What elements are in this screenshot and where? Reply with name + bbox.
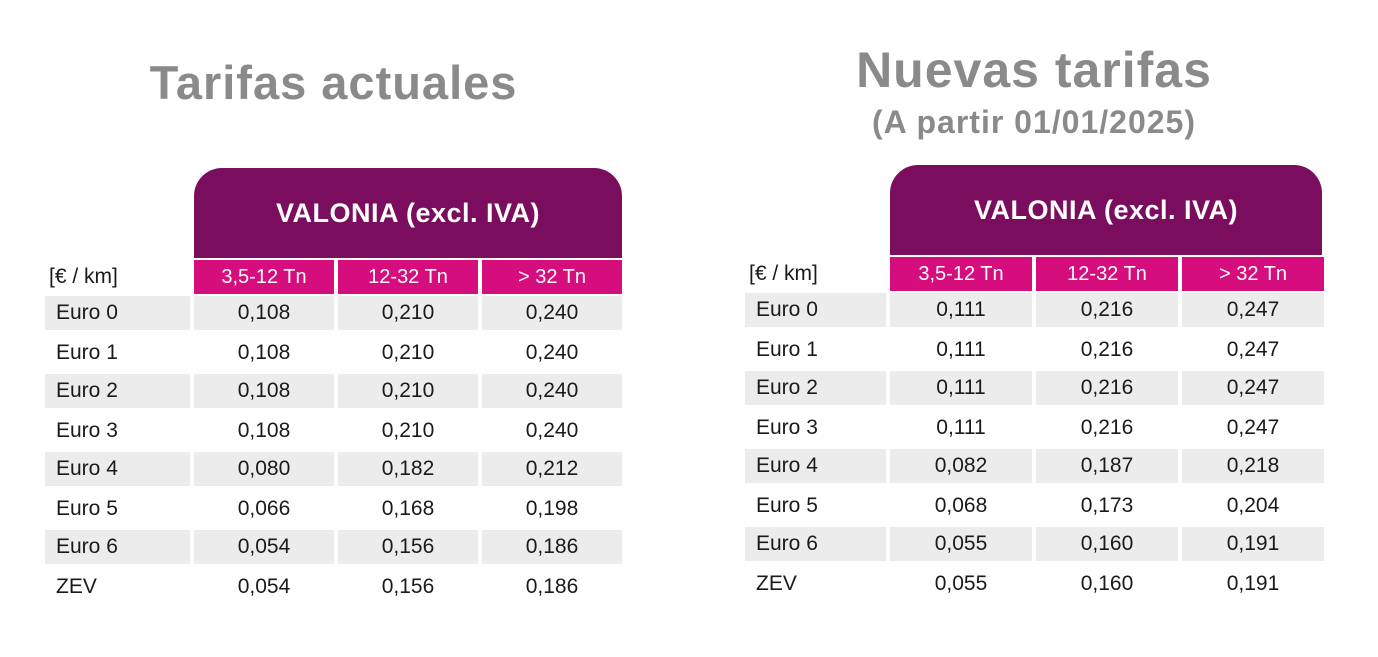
table-cell: 0,156 [381, 574, 435, 598]
row-label: Euro 4 [45, 450, 190, 489]
table-cell: 0,156 [338, 528, 478, 567]
table-cell: 0,191 [1226, 571, 1280, 595]
column-header-weight-3: > 32 Tn [1182, 257, 1324, 291]
table-cell: 0,055 [890, 525, 1032, 564]
table-cell: 0,168 [381, 496, 435, 520]
row-label: Euro 4 [745, 447, 886, 486]
table-cell: 0,160 [1080, 571, 1134, 595]
tariff-grid: [€ / km] 3,5-12 Tn 12-32 Tn > 32 Tn Euro… [45, 260, 622, 606]
table-cell: 0,108 [194, 372, 334, 411]
new-tariffs-table: VALONIA (excl. IVA) [€ / km] 3,5-12 Tn 1… [745, 165, 1324, 603]
table-cell: 0,186 [525, 574, 579, 598]
table-cell: 0,216 [1036, 369, 1178, 408]
row-label: Euro 5 [56, 496, 118, 520]
row-label: ZEV [56, 574, 97, 598]
tariff-grid: [€ / km] 3,5-12 Tn 12-32 Tn > 32 Tn Euro… [745, 257, 1324, 603]
column-header-weight-2: 12-32 Tn [1036, 257, 1178, 291]
table-cell: 0,187 [1036, 447, 1178, 486]
table-cell: 0,216 [1080, 337, 1134, 361]
table-cell: 0,218 [1182, 447, 1324, 486]
table-cell: 0,160 [1036, 525, 1178, 564]
table-cell: 0,108 [237, 340, 291, 364]
table-cell: 0,054 [194, 528, 334, 567]
region-header-valonia: VALONIA (excl. IVA) [194, 168, 622, 258]
table-cell: 0,108 [237, 418, 291, 442]
table-cell: 0,216 [1080, 415, 1134, 439]
table-cell: 0,080 [194, 450, 334, 489]
column-header-weight-1: 3,5-12 Tn [890, 257, 1032, 291]
table-cell: 0,240 [482, 294, 622, 333]
table-cell: 0,247 [1182, 291, 1324, 330]
table-cell: 0,068 [934, 493, 988, 517]
row-label: Euro 0 [745, 291, 886, 330]
table-cell: 0,055 [934, 571, 988, 595]
region-header-valonia: VALONIA (excl. IVA) [890, 165, 1322, 255]
table-cell: 0,182 [338, 450, 478, 489]
table-cell: 0,240 [525, 418, 579, 442]
row-label: Euro 2 [45, 372, 190, 411]
table-cell: 0,210 [338, 372, 478, 411]
row-label: Euro 6 [45, 528, 190, 567]
current-tariffs-table: VALONIA (excl. IVA) [€ / km] 3,5-12 Tn 1… [45, 168, 622, 606]
table-cell: 0,247 [1226, 337, 1280, 361]
table-cell: 0,210 [381, 418, 435, 442]
unit-label: [€ / km] [49, 265, 118, 288]
table-cell: 0,111 [890, 369, 1032, 408]
table-cell: 0,240 [482, 372, 622, 411]
table-cell: 0,247 [1182, 369, 1324, 408]
row-label: Euro 0 [45, 294, 190, 333]
row-label: Euro 1 [756, 337, 818, 361]
row-label: Euro 5 [756, 493, 818, 517]
table-cell: 0,198 [525, 496, 579, 520]
table-cell: 0,240 [525, 340, 579, 364]
row-label: Euro 2 [745, 369, 886, 408]
row-label: Euro 3 [56, 418, 118, 442]
table-cell: 0,210 [338, 294, 478, 333]
row-label: Euro 6 [745, 525, 886, 564]
unit-label: [€ / km] [749, 262, 818, 285]
row-label: ZEV [756, 571, 797, 595]
page-title-new-tariffs: Nuevas tarifas [856, 42, 1212, 98]
table-cell: 0,186 [482, 528, 622, 567]
table-cell: 0,082 [890, 447, 1032, 486]
column-header-weight-3: > 32 Tn [482, 260, 622, 294]
table-cell: 0,191 [1182, 525, 1324, 564]
table-cell: 0,247 [1226, 415, 1280, 439]
table-cell: 0,204 [1226, 493, 1280, 517]
row-label: Euro 3 [756, 415, 818, 439]
table-cell: 0,111 [936, 415, 986, 439]
table-cell: 0,216 [1036, 291, 1178, 330]
column-header-weight-1: 3,5-12 Tn [194, 260, 334, 294]
table-cell: 0,111 [936, 337, 986, 361]
page-subtitle-effective-date: (A partir 01/01/2025) [872, 104, 1196, 140]
table-cell: 0,212 [482, 450, 622, 489]
table-cell: 0,111 [890, 291, 1032, 330]
row-label: Euro 1 [56, 340, 118, 364]
table-cell: 0,173 [1080, 493, 1134, 517]
table-cell: 0,054 [237, 574, 291, 598]
table-cell: 0,108 [194, 294, 334, 333]
page-title-current-tariffs: Tarifas actuales [149, 56, 518, 109]
table-cell: 0,066 [237, 496, 291, 520]
table-cell: 0,210 [381, 340, 435, 364]
column-header-weight-2: 12-32 Tn [338, 260, 478, 294]
